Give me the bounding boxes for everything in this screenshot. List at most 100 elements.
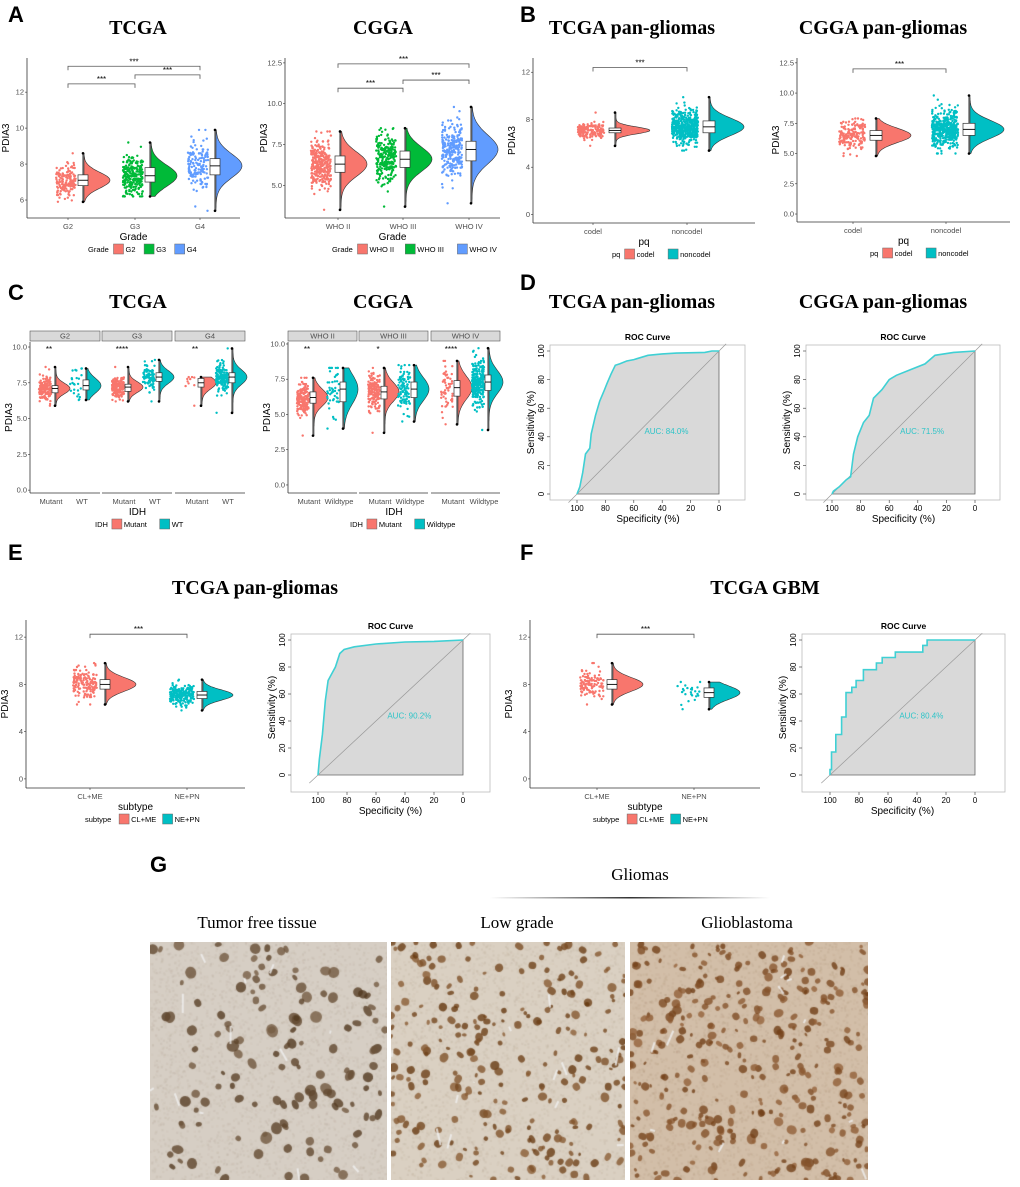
y-tick-label: 7.5 [272, 140, 282, 149]
data-point [380, 162, 383, 165]
data-point [481, 389, 484, 392]
data-point [55, 166, 58, 170]
data-point [185, 706, 188, 709]
data-point [587, 677, 591, 680]
diagonal-reference-line [568, 343, 727, 503]
data-point [674, 127, 677, 131]
y-tick-label: 4 [19, 727, 23, 736]
data-point [693, 121, 696, 124]
raincloud-group [367, 366, 400, 435]
data-point [150, 360, 154, 363]
data-point [399, 400, 403, 404]
jitter-points [326, 366, 341, 430]
half-violin [83, 152, 111, 203]
data-point [192, 690, 195, 694]
y-tick-label: 0 [19, 774, 23, 783]
data-point [477, 368, 481, 371]
data-point [187, 177, 191, 181]
data-point [315, 169, 319, 172]
data-point [695, 128, 699, 132]
data-point [61, 188, 64, 191]
data-point [390, 152, 393, 156]
data-point [949, 118, 952, 121]
data-point [117, 389, 120, 393]
data-point [45, 382, 49, 385]
data-point [480, 399, 484, 403]
data-point [403, 398, 407, 401]
data-point [124, 178, 128, 181]
data-point [179, 703, 182, 706]
data-point [147, 372, 150, 375]
data-point [61, 175, 64, 178]
data-point [948, 147, 951, 150]
data-point [601, 682, 604, 685]
data-point [61, 172, 65, 176]
data-point [175, 696, 178, 699]
data-point [327, 143, 330, 146]
y-axis-title: Sensitivity (%) [782, 391, 793, 454]
data-point [590, 122, 593, 125]
data-point [448, 153, 452, 156]
legend-swatch [174, 243, 185, 255]
data-point [459, 174, 462, 177]
x-tick-label: WT [222, 497, 234, 506]
x-tick-label: 60 [629, 504, 638, 513]
data-point [444, 423, 447, 426]
data-point [390, 143, 394, 146]
data-point [444, 392, 447, 395]
data-point [693, 113, 697, 116]
data-point [679, 119, 683, 123]
data-point [681, 128, 684, 131]
data-point [941, 142, 945, 145]
data-point [310, 172, 313, 175]
data-point [222, 364, 225, 367]
data-point [329, 178, 332, 181]
data-point [472, 349, 475, 352]
data-point [222, 375, 225, 379]
data-point [372, 393, 376, 396]
outlier-point [199, 404, 203, 407]
box [144, 167, 156, 183]
x-tick-label: codel [584, 227, 602, 236]
data-point [188, 693, 191, 696]
data-point [224, 385, 228, 389]
data-point [949, 125, 952, 128]
data-point [694, 111, 697, 115]
data-point [951, 117, 954, 120]
data-point [475, 383, 478, 386]
data-point [72, 687, 75, 690]
data-point [580, 691, 584, 694]
data-point [186, 377, 189, 381]
data-point [309, 149, 313, 152]
data-point [65, 176, 68, 179]
data-point [407, 400, 410, 403]
data-point [682, 115, 686, 119]
data-point [377, 149, 380, 152]
data-point [683, 104, 686, 107]
data-point [77, 700, 80, 704]
data-point [194, 155, 197, 158]
data-point [302, 388, 305, 391]
data-point [320, 160, 324, 163]
data-point [445, 174, 448, 177]
outlier-point [230, 411, 234, 415]
data-point [597, 665, 600, 668]
data-point [482, 395, 485, 398]
data-point [585, 132, 589, 136]
data-point [135, 191, 139, 194]
data-point [850, 137, 853, 141]
raincloud-group [838, 117, 912, 158]
data-point [860, 123, 863, 127]
data-point [177, 693, 180, 696]
data-point [367, 386, 371, 389]
data-point [189, 153, 193, 156]
data-point [679, 135, 682, 139]
legend-title: subtype [85, 815, 111, 824]
data-point [955, 146, 959, 149]
data-point [944, 140, 947, 144]
data-point [224, 369, 227, 372]
data-point [140, 192, 144, 196]
data-point [188, 155, 191, 159]
